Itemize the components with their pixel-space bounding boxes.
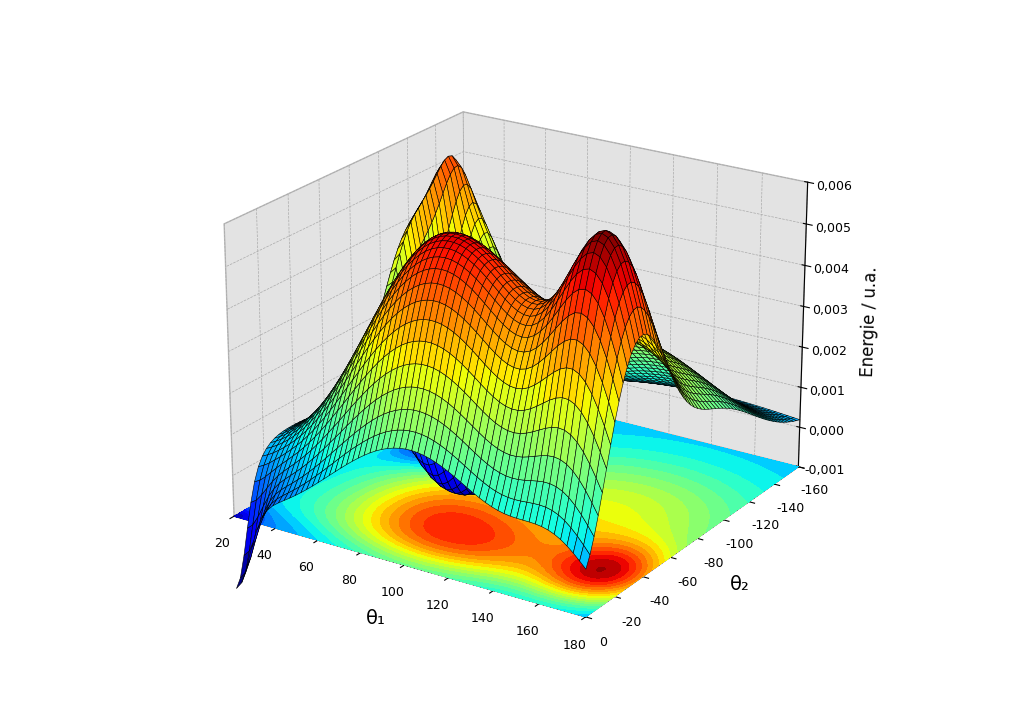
X-axis label: θ₁: θ₁	[366, 609, 385, 628]
Y-axis label: θ₂: θ₂	[730, 575, 750, 594]
